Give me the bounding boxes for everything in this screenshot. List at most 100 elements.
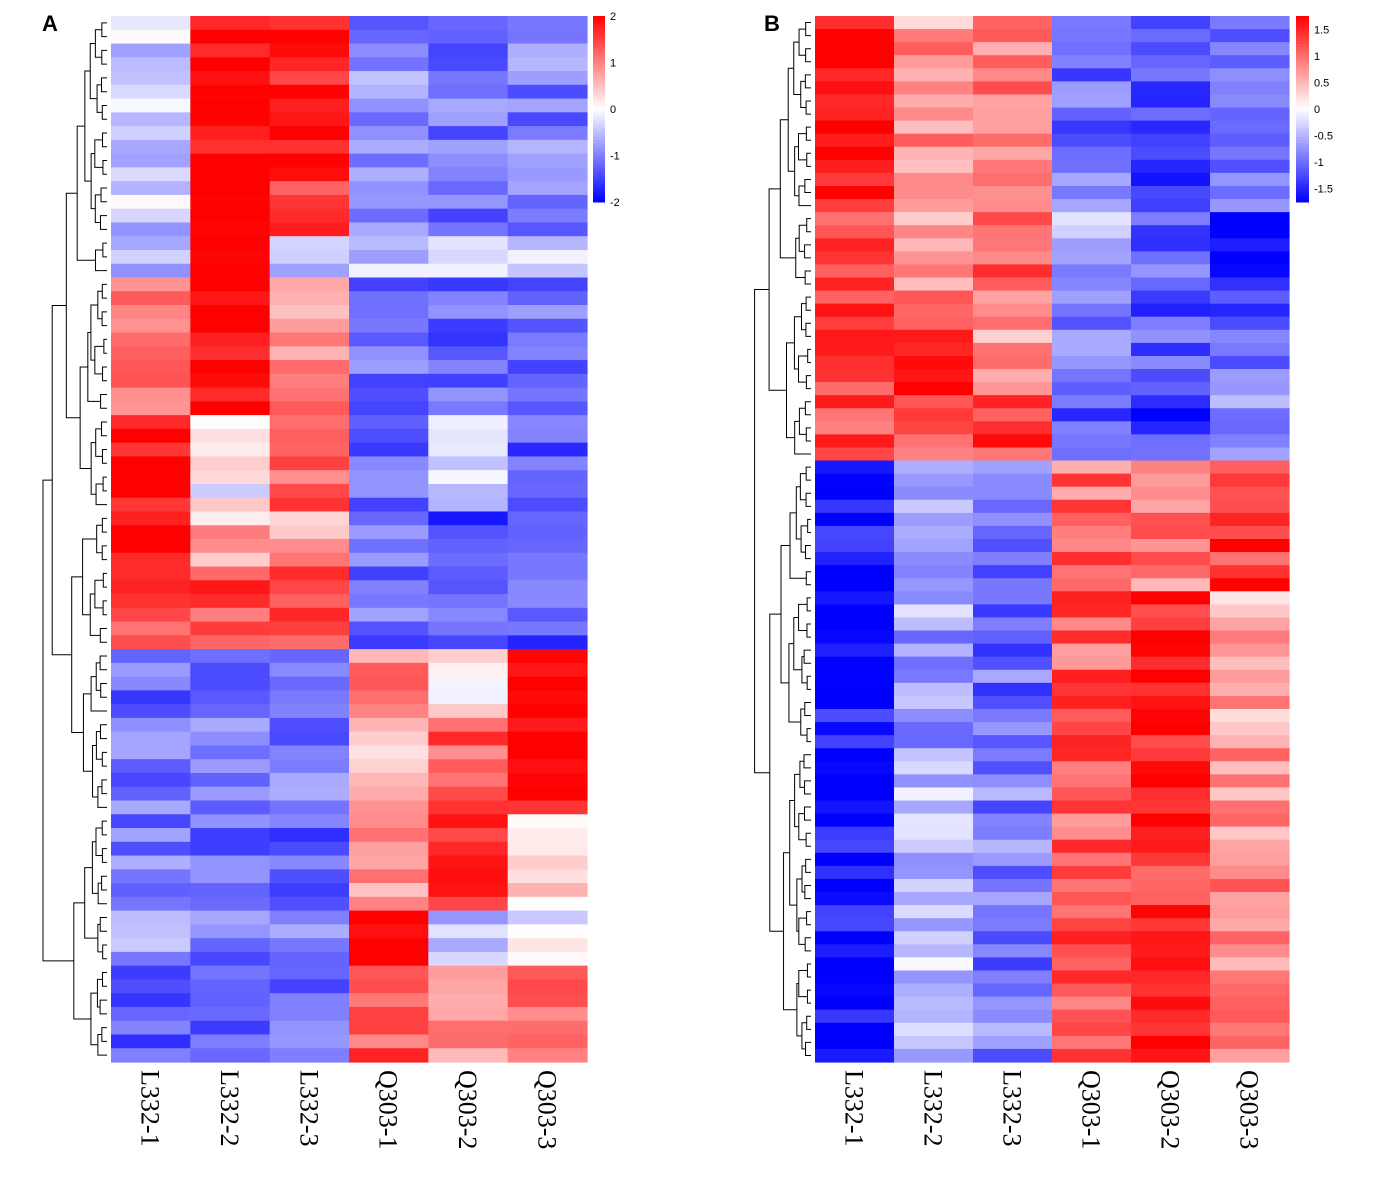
dendrogram-branch — [788, 643, 801, 723]
heatmap-cell — [973, 185, 1053, 200]
heatmap-cell — [1131, 591, 1211, 605]
heatmap-cell — [349, 456, 429, 471]
heatmap-cell — [973, 656, 1053, 671]
heatmap-cell — [428, 236, 509, 251]
dendrogram-branch — [768, 188, 787, 391]
heatmap-cell — [1210, 303, 1290, 318]
heatmap-cell — [111, 277, 191, 292]
color-scale-segment — [1296, 195, 1309, 200]
heatmap-cell — [111, 566, 191, 581]
dendrogram-branch — [805, 296, 811, 311]
color-scale-segment — [1296, 115, 1309, 119]
heatmap-cell — [507, 112, 588, 127]
heatmap-cell — [1210, 120, 1290, 135]
heatmap-cell — [507, 525, 588, 540]
heatmap-cell — [428, 194, 509, 210]
color-scale-segment — [1296, 121, 1309, 125]
heatmap-cell — [507, 828, 588, 843]
column-labels-b: L332-1 L332-2 L332-3 Q303-1 Q303-2 Q303-3 — [840, 1070, 1264, 1149]
heatmap-cell — [111, 772, 191, 788]
heatmap-cell — [507, 153, 588, 168]
color-scale-segment — [1296, 99, 1309, 104]
heatmap-cell — [111, 346, 191, 361]
heatmap-cell — [1131, 774, 1211, 789]
dendrogram-branch — [807, 518, 811, 533]
heatmap-cell — [269, 222, 350, 237]
heatmap-cell — [190, 580, 271, 595]
heatmap-cell — [973, 918, 1053, 932]
heatmap-cell — [815, 395, 895, 409]
heatmap-cell — [190, 181, 271, 196]
heatmap-cell — [894, 787, 974, 802]
heatmap-cell — [1052, 1048, 1132, 1063]
heatmap-cell — [1052, 460, 1132, 475]
heatmap-cell — [815, 159, 895, 174]
heatmap-cell — [111, 153, 191, 168]
heatmap-cell — [428, 387, 509, 402]
heatmap-cell — [815, 1009, 895, 1024]
heatmap-cell — [973, 643, 1053, 658]
heatmap-cell — [973, 342, 1053, 357]
heatmap-cell — [428, 979, 509, 994]
heatmap-cell — [349, 29, 429, 45]
heatmap-cell — [428, 346, 509, 361]
heatmap-cell — [973, 434, 1053, 449]
heatmap-cell — [428, 428, 509, 444]
color-scale-tick-label: -0.5 — [1314, 131, 1333, 143]
heatmap-cell — [815, 918, 895, 932]
heatmap-cell — [349, 662, 429, 678]
color-scale-segment — [1296, 68, 1309, 73]
heatmap-cell — [349, 346, 429, 361]
heatmap-cell — [349, 263, 429, 279]
color-scale-segment — [593, 99, 605, 104]
heatmap-cell — [1210, 604, 1290, 619]
heatmap-cell — [894, 905, 974, 919]
heatmap-cell — [269, 786, 350, 802]
column-label: L332-2 — [919, 1070, 948, 1147]
heatmap-cell — [815, 761, 895, 775]
heatmap-cell — [894, 800, 974, 815]
heatmap-cell — [190, 57, 271, 72]
dendrogram-branch — [795, 237, 806, 278]
heatmap-cell — [190, 883, 271, 898]
heatmap-cell — [1131, 29, 1211, 43]
heatmap-cell — [507, 483, 588, 499]
heatmap-cell — [269, 208, 350, 224]
heatmap-cell — [815, 120, 895, 135]
heatmap-cell — [973, 512, 1053, 527]
heatmap-cell — [815, 839, 895, 854]
heatmap-cell — [894, 1035, 974, 1050]
heatmap-cell — [815, 996, 895, 1011]
heatmap-cell — [894, 512, 974, 527]
heatmap-cell — [111, 497, 191, 513]
heatmap-cell — [269, 965, 350, 981]
heatmap-cell — [1210, 94, 1290, 109]
heatmap-cell — [1210, 199, 1290, 213]
heatmap-cell — [1052, 800, 1132, 815]
heatmap-cell — [1131, 94, 1211, 109]
heatmap-cell — [894, 185, 974, 200]
heatmap-cell — [815, 277, 895, 292]
heatmap-cell — [428, 841, 509, 857]
heatmap-cell — [190, 566, 271, 581]
heatmap-cell — [1210, 316, 1290, 331]
color-scale-segment — [1296, 40, 1309, 45]
color-scale-segment — [593, 16, 605, 20]
heatmap-cell — [428, 153, 509, 168]
dendrogram-branch — [806, 597, 811, 612]
dendrogram-branch — [101, 77, 107, 93]
heatmap-cell — [1131, 852, 1211, 867]
dendrogram-branch — [92, 744, 98, 798]
color-scale-segment — [1296, 84, 1309, 88]
row-dendrogram-a — [42, 22, 107, 1056]
heatmap-cell — [190, 786, 271, 802]
heatmap-cell — [815, 630, 895, 645]
heatmap-cell — [894, 277, 974, 292]
heatmap-cell — [894, 42, 974, 56]
heatmap-cell — [894, 473, 974, 488]
dendrogram-branch — [798, 813, 807, 841]
heatmap-cell — [111, 800, 191, 815]
heatmap-cell — [507, 607, 588, 623]
color-scale-segment — [593, 189, 605, 194]
dendrogram-branch — [101, 1027, 107, 1042]
